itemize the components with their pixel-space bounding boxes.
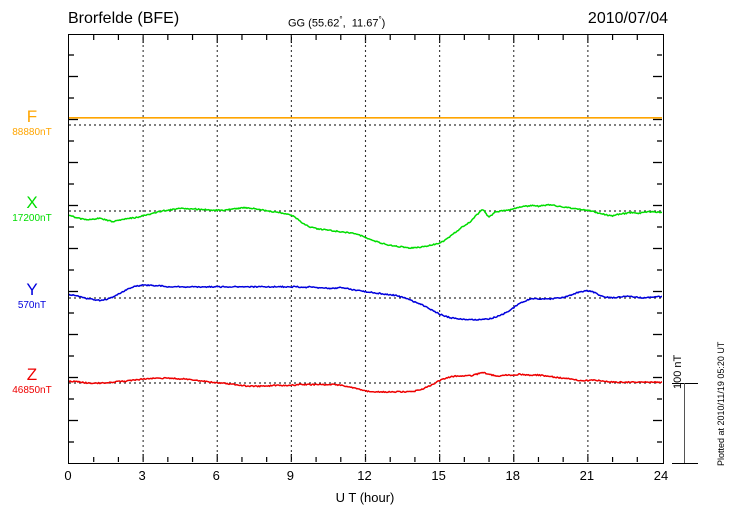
geographic-coordinates: GG (55.62°, 11.67°) (288, 15, 385, 30)
component-baseline-z: 46850nT (12, 385, 52, 396)
scale-bar (672, 383, 698, 464)
degree-icon: ° (378, 15, 382, 24)
magnetogram-traces (69, 35, 662, 462)
component-symbol-x: X (26, 193, 38, 212)
x-tick-3: 3 (138, 468, 146, 483)
coords-longitude: 11.67 (351, 17, 379, 30)
component-baseline-x: 17200nT (12, 213, 52, 224)
scale-bar-bottom-cap (672, 462, 698, 464)
x-tick-6: 6 (212, 468, 220, 483)
coords-separator: , (342, 17, 352, 30)
coords-latitude: 55.62 (311, 17, 340, 30)
component-symbol-z: Z (26, 365, 38, 384)
plotted-timestamp: Plotted at 2010/11/19 05:20 UT (716, 341, 726, 466)
degree-icon: ° (339, 15, 343, 24)
station-title: Brorfelde (BFE) (68, 10, 180, 27)
x-tick-24: 24 (653, 468, 669, 483)
scale-bar-label: 100 nT (672, 354, 684, 389)
component-label-f: F 88880nT (0, 108, 64, 139)
component-symbol-y: Y (26, 280, 38, 299)
x-axis-title: U T (hour) (335, 490, 395, 505)
magnetogram-plot-area (68, 34, 664, 464)
scale-bar-line (684, 383, 686, 464)
component-label-z: Z 46850nT (0, 366, 64, 397)
x-tick-15: 15 (431, 468, 446, 483)
x-tick-12: 12 (357, 468, 372, 483)
component-baseline-y: 570nT (17, 300, 47, 311)
component-label-y: Y 570nT (0, 281, 64, 312)
x-tick-18: 18 (505, 468, 520, 483)
x-tick-21: 21 (579, 468, 595, 483)
observation-date: 2010/07/04 (587, 10, 668, 27)
x-tick-9: 9 (286, 468, 294, 483)
component-baseline-f: 88880nT (12, 127, 52, 138)
x-tick-0: 0 (64, 468, 72, 483)
coords-suffix: ) (381, 17, 386, 30)
component-symbol-f: F (26, 107, 38, 126)
coords-prefix: GG ( (288, 17, 312, 30)
component-label-x: X 17200nT (0, 194, 64, 225)
